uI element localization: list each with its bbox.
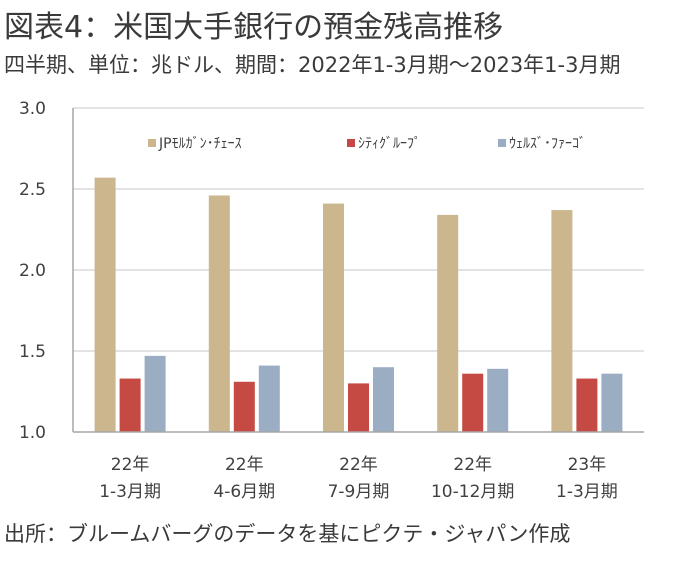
x-tick-label: 4-6月期 <box>213 482 275 502</box>
legend-swatch <box>148 139 156 147</box>
y-tick-label: 2.0 <box>19 261 46 281</box>
x-tick-label: 1-3月期 <box>556 482 618 502</box>
legend-label: ｳｪﾙｽﾞ･ﾌｧｰｺﾞ <box>509 136 586 152</box>
bar-jpmorgan <box>94 177 116 432</box>
legend-item: ｼﾃｨｸﾞﾙｰﾌﾟ <box>347 136 421 152</box>
y-axis-ticks: 1.0 1.5 2.0 2.5 3.0 <box>19 99 46 443</box>
legend: JPﾓﾙｶﾞﾝ･ﾁｪｰｽ ｼﾃｨｸﾞﾙｰﾌﾟ ｳｪﾙｽﾞ･ﾌｧｰｺﾞ <box>148 136 586 152</box>
bar-wellsfargo <box>258 365 280 432</box>
x-tick-label: 22年 <box>339 455 378 475</box>
x-tick-label: 22年 <box>111 455 150 475</box>
bar-jpmorgan <box>323 203 344 432</box>
legend-swatch <box>498 139 506 147</box>
x-tick-label: 22年 <box>453 455 492 475</box>
source-note: 出所：ブルームバーグのデータを基にピクテ・ジャパン作成 <box>4 522 571 546</box>
x-tick-label: 22年 <box>225 455 264 475</box>
x-axis-labels: 22年 1-3月期 22年 4-6月期 22年 7-9月期 22年 10-12月期 23年 1-3… <box>99 455 618 502</box>
x-tick-label: 10-12月期 <box>431 482 514 502</box>
bar-citigroup <box>233 381 255 432</box>
bars <box>94 177 623 432</box>
y-tick-label: 1.5 <box>19 342 46 362</box>
legend-swatch <box>347 139 355 147</box>
bar-jpmorgan <box>437 214 459 432</box>
bar-citigroup <box>119 378 141 432</box>
bar-wellsfargo <box>601 373 623 432</box>
legend-label: ｼﾃｨｸﾞﾙｰﾌﾟ <box>358 136 421 152</box>
gridlines <box>73 107 644 352</box>
x-tick-label: 1-3月期 <box>99 482 161 502</box>
bar-jpmorgan <box>551 210 573 432</box>
bar-citigroup <box>576 378 598 432</box>
bar-citigroup <box>462 373 484 432</box>
y-tick-label: 2.5 <box>19 180 46 200</box>
chart-title: 図表4：米国大手銀行の預金残高推移 <box>4 10 504 45</box>
chart-subtitle: 四半期、単位：兆ドル、期間：2022年1-3月期～2023年1-3月期 <box>4 53 621 77</box>
bar-wellsfargo <box>487 368 509 432</box>
bar-wellsfargo <box>144 355 166 432</box>
x-tick-label: 23年 <box>568 455 607 475</box>
y-tick-label: 3.0 <box>19 99 46 119</box>
bar-wellsfargo <box>373 367 394 432</box>
x-tick-label: 7-9月期 <box>328 482 390 502</box>
legend-item: JPﾓﾙｶﾞﾝ･ﾁｪｰｽ <box>148 136 242 152</box>
y-tick-label: 1.0 <box>19 423 46 443</box>
legend-item: ｳｪﾙｽﾞ･ﾌｧｰｺﾞ <box>498 136 586 152</box>
bar-citigroup <box>348 383 369 432</box>
legend-label: JPﾓﾙｶﾞﾝ･ﾁｪｰｽ <box>158 136 242 152</box>
bar-jpmorgan <box>208 195 230 432</box>
